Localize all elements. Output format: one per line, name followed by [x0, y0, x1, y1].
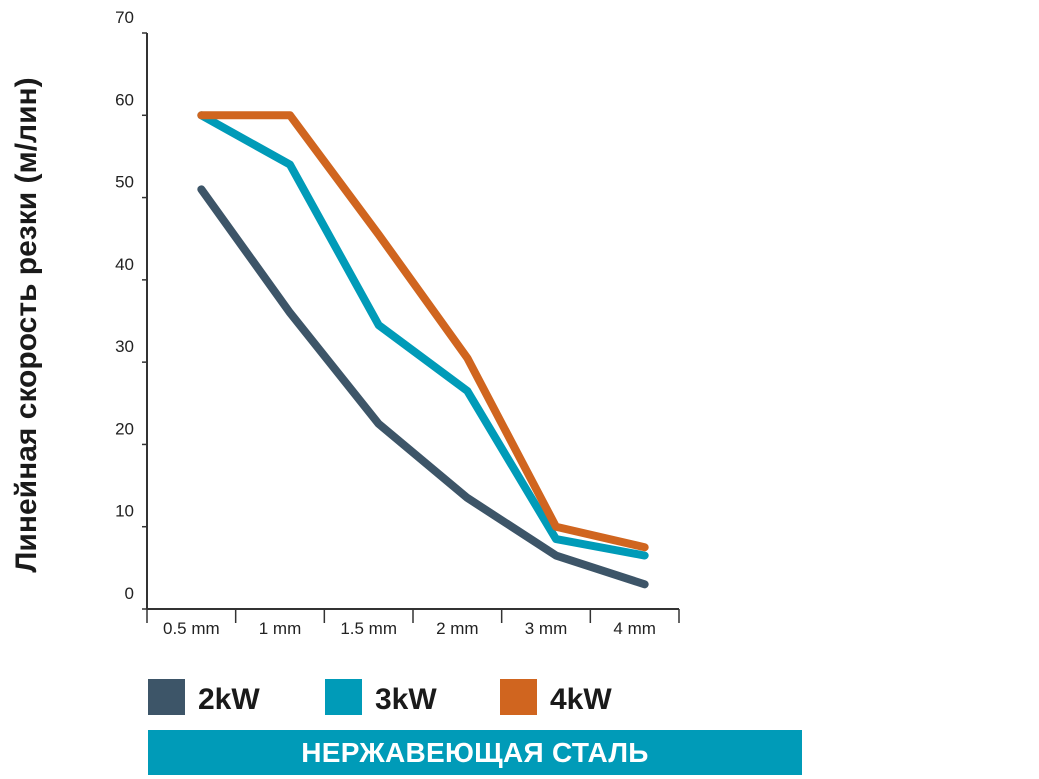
y-tick-label: 0: [125, 584, 134, 603]
legend-label-2kw: 2kW: [198, 683, 260, 716]
y-axis-label: Линейная скорость резки (м/лин): [10, 77, 43, 572]
series-line-2kw: [197, 185, 649, 589]
series-lines: [197, 111, 649, 589]
x-tick-label: 1 mm: [259, 619, 302, 638]
line-chart: Линейная скорость резки (м/лин) 0 10 20 30 4…: [10, 8, 680, 716]
y-tick-label: 70: [115, 8, 134, 27]
legend: 2kW 3kW 4kW: [148, 679, 612, 716]
x-tick-label: 1.5 mm: [340, 619, 397, 638]
x-tick-label: 2 mm: [436, 619, 479, 638]
y-tick-label: 20: [115, 419, 134, 438]
x-tick-label: 3 mm: [525, 619, 568, 638]
legend-label-4kw: 4kW: [550, 683, 612, 716]
x-ticks: 0.5 mm 1 mm 1.5 mm 2 mm 3 mm 4 mm: [146, 609, 680, 638]
y-tick-label: 30: [115, 337, 134, 356]
x-tick-label: 4 mm: [613, 619, 656, 638]
y-tick-label: 40: [115, 255, 134, 274]
x-tick-label: 0.5 mm: [163, 619, 220, 638]
axes: [146, 33, 679, 610]
series-line-4kw: [197, 111, 649, 552]
y-tick-label: 50: [115, 173, 134, 192]
legend-label-3kw: 3kW: [375, 683, 437, 716]
material-banner: НЕРЖАВЕЮЩАЯ СТАЛЬ: [148, 730, 802, 775]
legend-swatch-4kw: [500, 679, 537, 715]
y-tick-label: 10: [115, 502, 134, 521]
legend-swatch-3kw: [325, 679, 362, 715]
series-line-3kw: [197, 111, 649, 560]
y-tick-label: 60: [115, 90, 134, 109]
legend-swatch-2kw: [148, 679, 185, 715]
y-ticks: 0 10 20 30 40 50 60 70: [115, 8, 147, 610]
